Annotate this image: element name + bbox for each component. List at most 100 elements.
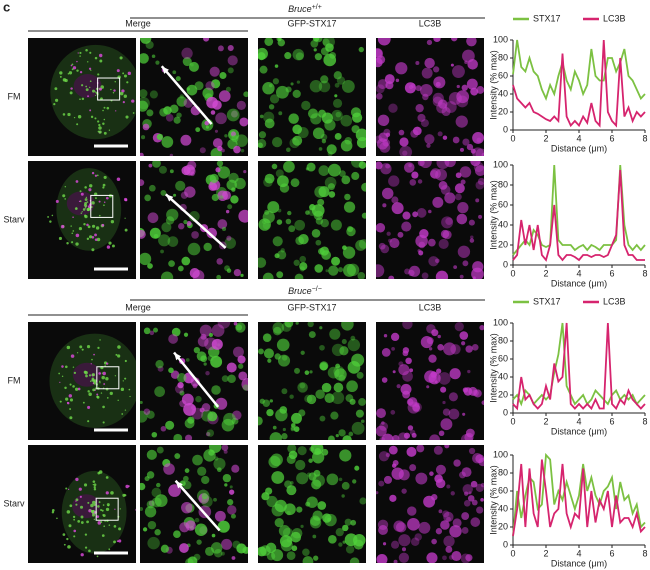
x-axis-label: Distance (μm) <box>551 278 607 288</box>
puncta <box>350 107 362 118</box>
puncta <box>121 89 125 93</box>
puncta <box>199 324 212 337</box>
puncta <box>442 400 446 405</box>
puncta <box>64 386 67 390</box>
puncta <box>476 506 484 514</box>
puncta <box>71 241 74 244</box>
puncta <box>431 329 439 337</box>
puncta <box>342 435 352 440</box>
puncta <box>388 275 395 279</box>
puncta <box>451 38 458 42</box>
column-header: LC3B <box>419 302 442 312</box>
puncta <box>227 374 236 384</box>
puncta <box>114 508 116 510</box>
puncta <box>97 73 100 76</box>
puncta <box>86 237 90 241</box>
puncta <box>320 47 329 56</box>
puncta <box>269 94 280 104</box>
puncta <box>81 97 85 101</box>
puncta <box>468 386 478 396</box>
puncta <box>318 147 323 151</box>
puncta <box>183 332 189 337</box>
puncta <box>341 80 355 93</box>
puncta <box>206 429 215 437</box>
puncta <box>69 398 73 402</box>
puncta <box>199 147 206 154</box>
puncta <box>87 95 90 98</box>
puncta <box>361 212 366 219</box>
puncta <box>217 322 231 329</box>
puncta <box>419 161 432 169</box>
puncta <box>454 322 464 332</box>
puncta <box>315 217 324 225</box>
puncta <box>284 322 294 328</box>
puncta <box>68 524 72 528</box>
puncta <box>436 368 442 374</box>
puncta <box>376 425 387 437</box>
puncta <box>147 520 157 530</box>
puncta <box>322 38 330 46</box>
micrograph-content <box>376 445 484 563</box>
puncta <box>62 113 66 116</box>
puncta <box>122 101 125 104</box>
puncta <box>292 124 302 135</box>
micrograph <box>140 161 248 279</box>
micrograph <box>258 322 366 440</box>
puncta <box>223 449 228 454</box>
puncta <box>102 109 104 112</box>
puncta <box>421 272 429 279</box>
micrograph-content <box>49 333 136 428</box>
puncta <box>461 341 466 346</box>
puncta <box>351 161 364 168</box>
puncta <box>401 488 407 494</box>
puncta <box>421 67 433 79</box>
puncta <box>207 411 218 422</box>
puncta <box>143 408 151 415</box>
puncta <box>115 110 117 112</box>
puncta <box>91 248 95 252</box>
puncta <box>124 228 128 232</box>
column-header: GFP-STX17 <box>287 302 336 312</box>
puncta <box>417 113 426 122</box>
puncta <box>106 362 109 365</box>
puncta <box>475 483 484 493</box>
puncta <box>147 263 153 269</box>
puncta <box>70 87 73 90</box>
puncta <box>331 256 341 266</box>
puncta <box>146 109 154 117</box>
puncta <box>97 346 100 349</box>
puncta <box>205 125 210 129</box>
puncta <box>159 108 168 117</box>
puncta <box>311 204 325 217</box>
puncta <box>158 234 171 247</box>
puncta <box>429 471 434 476</box>
puncta <box>446 516 451 522</box>
column-header: Merge <box>125 18 151 28</box>
puncta <box>455 115 468 128</box>
puncta <box>229 485 233 489</box>
puncta <box>388 445 398 455</box>
puncta <box>99 87 102 91</box>
puncta <box>69 408 72 411</box>
puncta <box>296 472 309 485</box>
puncta <box>461 84 468 91</box>
puncta <box>117 399 119 402</box>
puncta <box>59 381 61 384</box>
puncta <box>196 539 202 545</box>
puncta <box>171 327 181 337</box>
zoom-box <box>95 497 119 521</box>
puncta <box>327 366 340 379</box>
puncta <box>149 90 158 99</box>
puncta <box>75 387 79 391</box>
puncta <box>470 235 474 239</box>
x-tick-label: 0 <box>510 268 515 278</box>
arrow-head <box>161 66 169 74</box>
puncta <box>81 211 83 213</box>
puncta <box>277 250 287 260</box>
puncta <box>80 553 84 557</box>
puncta <box>279 535 293 548</box>
puncta <box>321 138 327 144</box>
puncta <box>238 209 248 223</box>
x-tick-label: 8 <box>642 268 647 278</box>
puncta <box>100 392 103 394</box>
